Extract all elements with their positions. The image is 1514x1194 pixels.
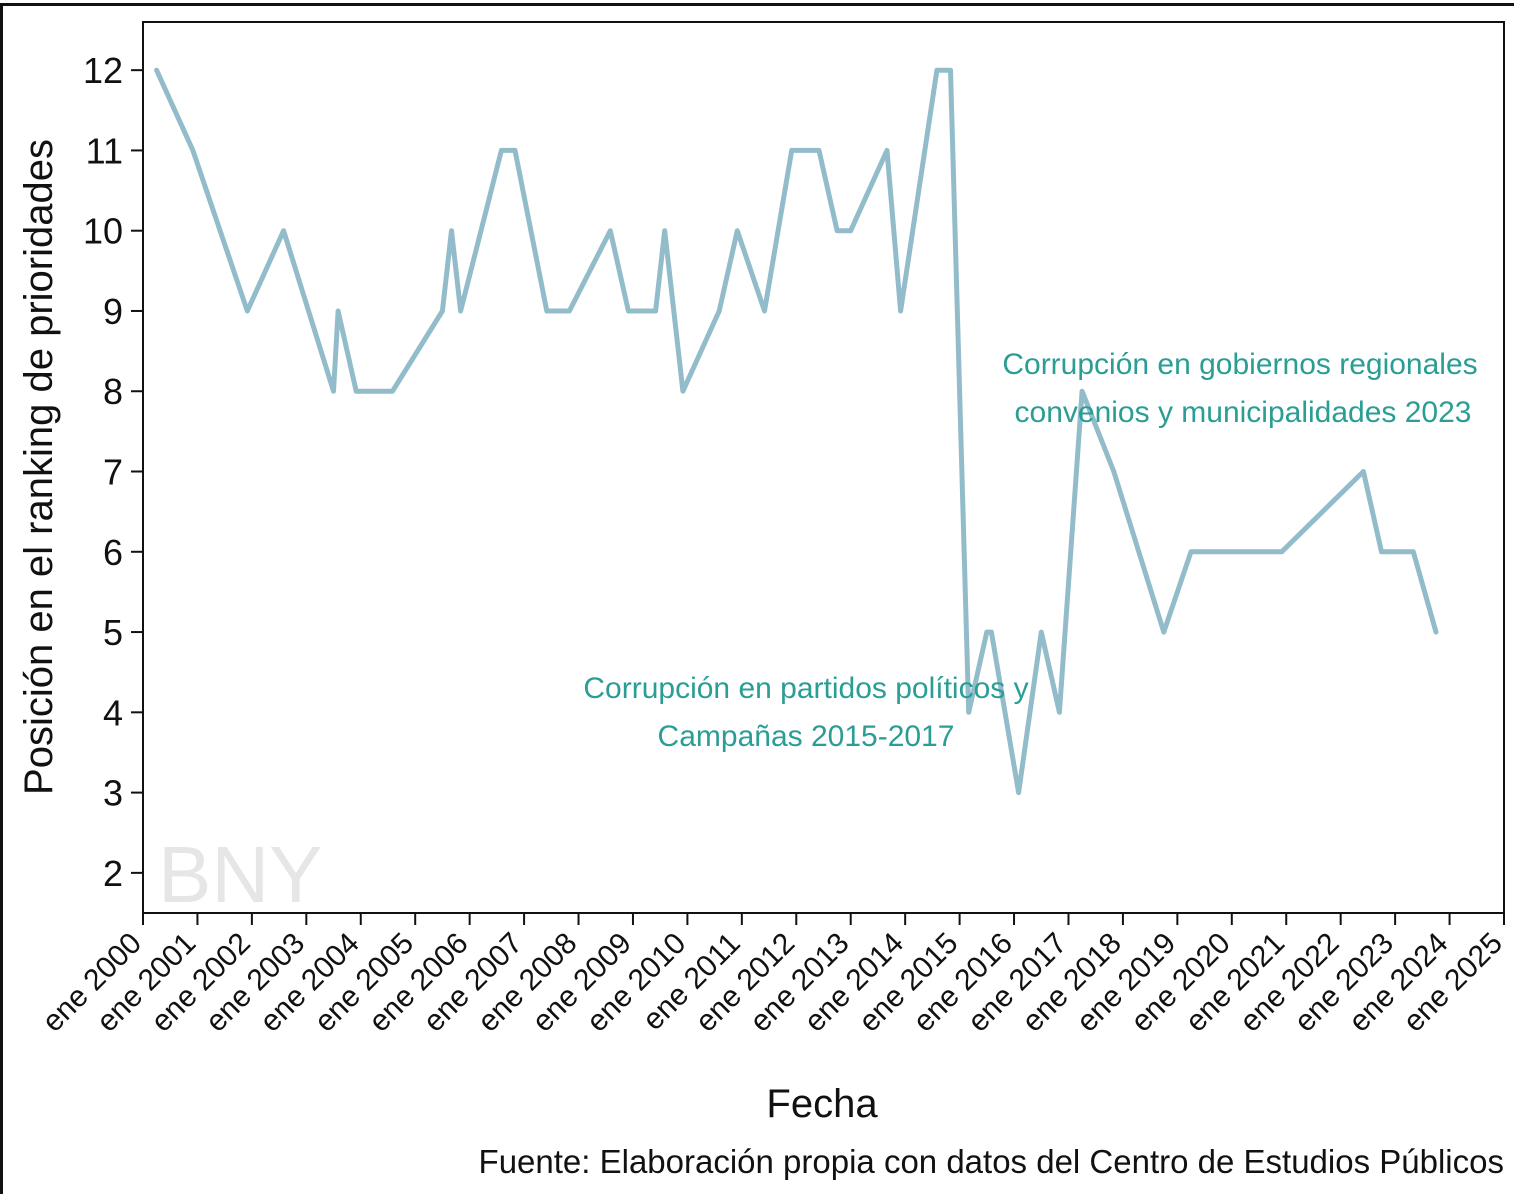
y-tick-label: 5 [103, 612, 123, 653]
annotation-partidos-line-2: Campañas 2015-2017 [658, 720, 955, 753]
y-tick-label: 6 [103, 532, 123, 573]
y-axis: 2 3 4 5 6 7 8 9 10 11 12 [83, 50, 143, 894]
y-tick-label: 10 [83, 211, 123, 252]
annotation-gobiernos-line-1: Corrupción en gobiernos regionales [1002, 348, 1477, 381]
y-tick-label: 9 [103, 291, 123, 332]
x-axis-title: Fecha [766, 1082, 878, 1126]
series-line [154, 67, 1439, 796]
y-tick-label: 8 [103, 371, 123, 412]
y-tick-label: 12 [83, 50, 123, 91]
y-tick-label: 11 [86, 130, 123, 171]
image-border-top [0, 3, 1514, 6]
annotation-partidos-line-1: Corrupción en partidos políticos y [583, 672, 1028, 705]
annotation-gobiernos-line-2: convenios y municipalidades 2023 [1015, 396, 1472, 429]
image-border-left [0, 3, 3, 1194]
watermark-text: BNY [158, 830, 323, 919]
y-tick-label: 4 [103, 692, 123, 733]
y-axis-title: Posición en el ranking de prioridades [17, 139, 61, 795]
plot-area [142, 21, 1505, 914]
y-tick-label: 7 [103, 452, 123, 493]
y-tick-label: 2 [103, 853, 123, 894]
y-tick-label: 3 [103, 773, 123, 814]
source-note: Fuente: Elaboración propia con datos del… [479, 1143, 1504, 1180]
